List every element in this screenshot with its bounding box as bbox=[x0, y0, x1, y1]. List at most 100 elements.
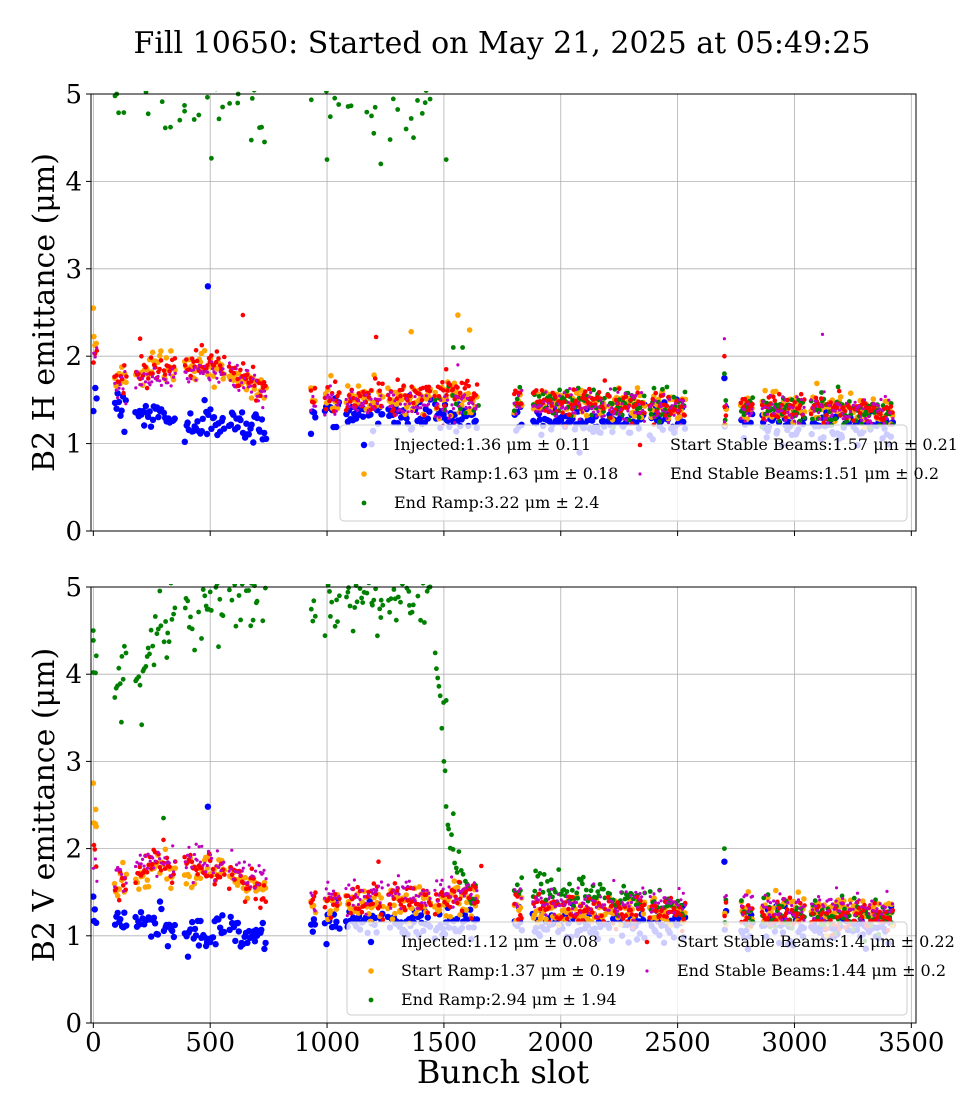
point-end_stable bbox=[113, 885, 117, 889]
point-end_stable bbox=[124, 881, 128, 885]
point-end_ramp bbox=[514, 882, 520, 888]
point-start_stable bbox=[587, 386, 592, 392]
point-end_ramp bbox=[419, 111, 425, 116]
point-end_stable bbox=[836, 403, 840, 407]
point-end_ramp bbox=[171, 611, 177, 617]
point-end_stable bbox=[388, 405, 392, 409]
point-end_stable bbox=[555, 411, 559, 415]
point-end_stable bbox=[461, 888, 465, 892]
point-end_stable bbox=[818, 898, 822, 902]
point-end_ramp bbox=[370, 66, 375, 71]
point-end_stable bbox=[841, 902, 845, 906]
point-end_stable bbox=[812, 409, 816, 413]
point-end_stable bbox=[611, 412, 615, 416]
point-start_stable bbox=[236, 383, 242, 389]
point-end_ramp bbox=[553, 889, 558, 895]
point-end_stable bbox=[134, 386, 138, 390]
point-end_ramp bbox=[439, 725, 445, 731]
point-end_stable bbox=[310, 893, 314, 898]
point-end_stable bbox=[663, 896, 667, 900]
point-end_stable bbox=[428, 897, 432, 901]
point-end_ramp-outlier bbox=[182, 103, 187, 108]
point-end_ramp bbox=[812, 898, 818, 903]
point-end_stable bbox=[765, 412, 770, 416]
point-end_ramp bbox=[136, 674, 142, 680]
point-injected bbox=[251, 938, 259, 945]
point-end_stable bbox=[762, 905, 766, 909]
point-injected bbox=[154, 931, 162, 938]
point-start_stable bbox=[561, 399, 567, 405]
point-end_stable bbox=[163, 377, 167, 382]
point-start_ramp bbox=[168, 348, 174, 354]
point-end_stable bbox=[406, 410, 410, 414]
point-injected bbox=[149, 416, 157, 423]
point-injected bbox=[121, 428, 128, 435]
point-start_stable bbox=[784, 910, 789, 916]
point-end_stable bbox=[610, 900, 615, 904]
point-end_stable bbox=[375, 401, 379, 406]
point-end_ramp bbox=[570, 397, 575, 403]
point-start_stable bbox=[152, 850, 158, 855]
point-start_stable bbox=[448, 904, 453, 910]
point-end_stable bbox=[260, 390, 264, 394]
point-end_ramp bbox=[575, 895, 581, 901]
point-end_ramp bbox=[660, 386, 665, 392]
point-end_ramp bbox=[415, 593, 421, 599]
point-end_stable bbox=[640, 895, 644, 899]
point-end_ramp bbox=[569, 887, 575, 893]
point-end_stable bbox=[670, 404, 674, 408]
point-end_stable bbox=[136, 376, 140, 380]
point-end_stable bbox=[398, 402, 403, 406]
point-end_stable bbox=[534, 409, 538, 413]
point-start_stable bbox=[842, 408, 848, 414]
point-injected bbox=[599, 417, 607, 424]
point-start_stable bbox=[350, 396, 356, 401]
point-end_stable bbox=[666, 421, 671, 425]
point-end_ramp bbox=[116, 110, 121, 116]
point-end_stable bbox=[324, 396, 328, 400]
point-start_stable bbox=[323, 407, 329, 412]
point-end_stable bbox=[153, 859, 157, 863]
point-end_stable bbox=[192, 368, 196, 372]
point-start_ramp bbox=[413, 910, 419, 917]
point-end_ramp bbox=[122, 643, 127, 649]
point-end_stable bbox=[668, 898, 672, 902]
point-end_ramp bbox=[364, 109, 370, 115]
point-end_stable bbox=[421, 889, 425, 893]
point-injected bbox=[259, 919, 266, 927]
point-end_stable bbox=[234, 367, 238, 371]
series-end_stable bbox=[91, 842, 895, 927]
point-start_stable bbox=[560, 410, 565, 415]
point-start_stable bbox=[800, 914, 805, 919]
point-start_ramp bbox=[123, 871, 130, 878]
point-end_stable bbox=[208, 853, 212, 857]
point-start_stable bbox=[590, 910, 595, 915]
point-end_stable bbox=[768, 393, 773, 397]
axes-frame bbox=[90, 586, 917, 1024]
point-end_ramp bbox=[331, 557, 336, 562]
point-start_stable bbox=[194, 867, 199, 873]
point-end_stable bbox=[146, 852, 150, 856]
point-end_stable bbox=[156, 374, 160, 379]
point-injected bbox=[248, 421, 255, 428]
point-end_stable bbox=[356, 895, 360, 899]
point-end_stable-outlier bbox=[194, 842, 198, 846]
point-start_stable bbox=[623, 913, 629, 918]
point-end_stable bbox=[217, 380, 221, 384]
point-start_stable bbox=[182, 854, 187, 860]
point-start_stable bbox=[596, 390, 602, 395]
point-end_ramp bbox=[354, 599, 360, 605]
point-end_stable bbox=[882, 421, 886, 425]
point-end_ramp bbox=[380, 602, 386, 608]
point-end_stable bbox=[390, 404, 394, 408]
point-start_stable bbox=[519, 401, 524, 407]
point-injected bbox=[261, 429, 268, 437]
point-end_stable bbox=[142, 372, 146, 376]
point-end_stable bbox=[512, 401, 516, 405]
point-end_stable bbox=[152, 366, 156, 370]
point-end_stable bbox=[309, 408, 313, 412]
point-end_stable bbox=[890, 902, 895, 906]
point-start_stable bbox=[242, 899, 248, 904]
point-end_stable bbox=[393, 399, 397, 403]
point-end_ramp bbox=[367, 567, 372, 572]
